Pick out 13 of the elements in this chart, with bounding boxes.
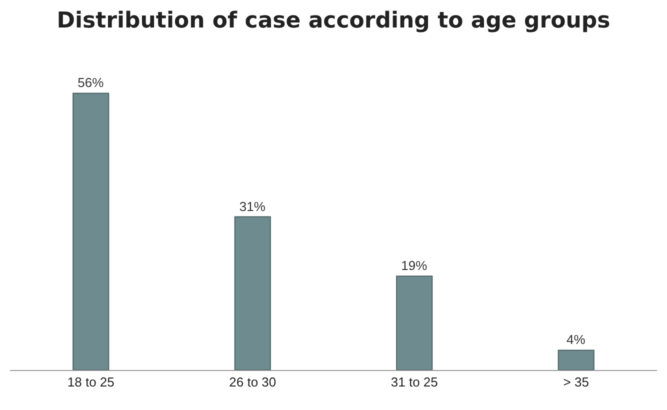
- x-tick-label: > 35: [563, 374, 589, 390]
- data-label: 31%: [239, 198, 266, 214]
- data-label: 56%: [78, 75, 104, 90]
- chart-title: Distribution of case according to age groups: [56, 8, 610, 34]
- x-tick-label: 26 to 30: [229, 374, 276, 390]
- bar: [234, 216, 271, 370]
- x-tick-label: 18 to 25: [67, 374, 114, 390]
- data-label: 19%: [401, 258, 428, 274]
- data-label: 4%: [566, 332, 586, 348]
- bar: [396, 276, 433, 370]
- bar: [72, 92, 110, 370]
- x-tick-label: 31 to 25: [390, 374, 438, 390]
- bar: [558, 350, 594, 370]
